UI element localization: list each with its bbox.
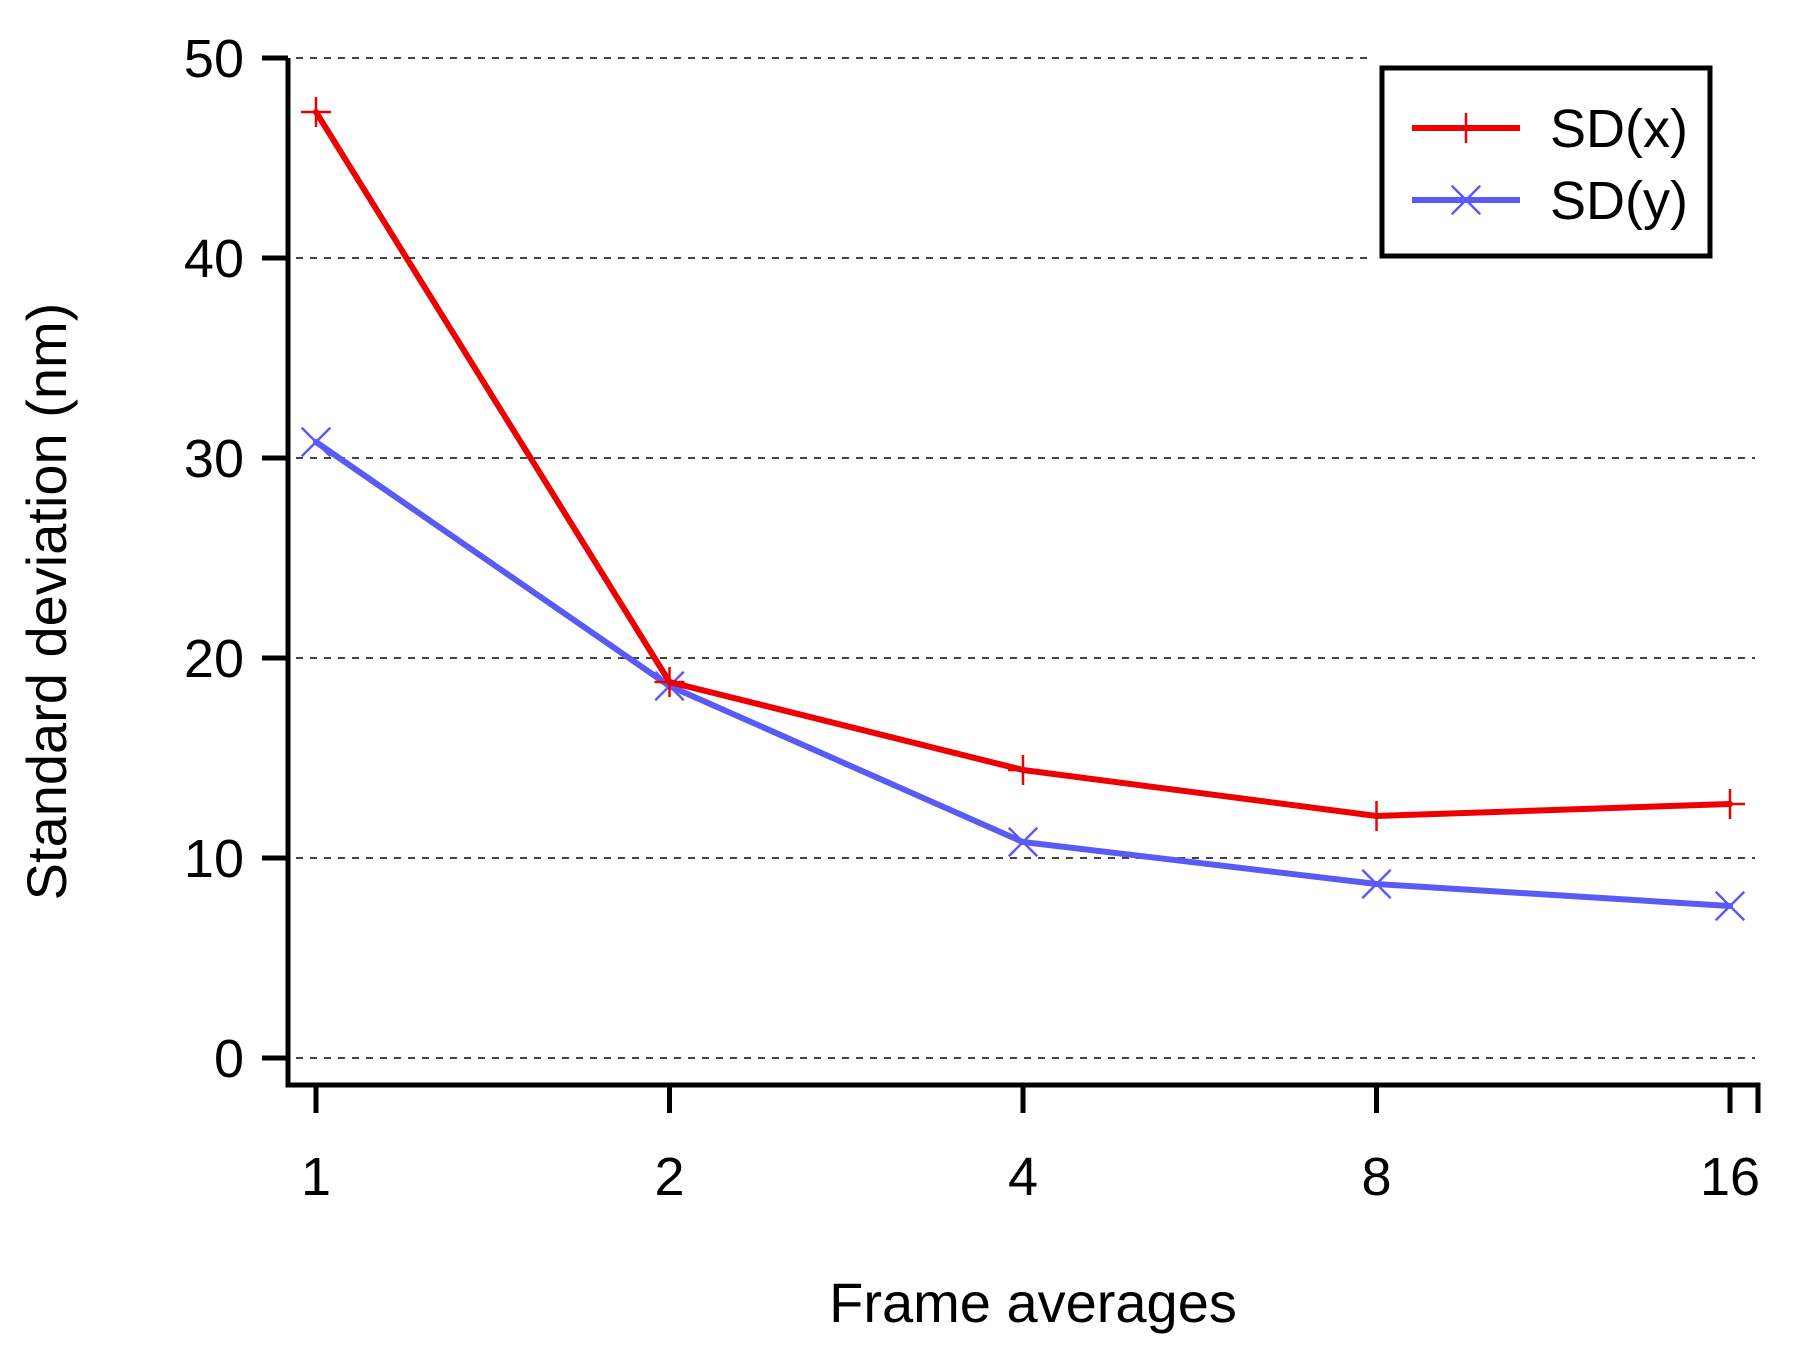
data-point	[1715, 789, 1745, 819]
legend-marker	[1451, 113, 1481, 143]
data-point	[1007, 826, 1039, 858]
y-tick-label: 0	[214, 1029, 244, 1089]
y-tick-label: 10	[184, 829, 244, 889]
data-point	[1361, 868, 1392, 900]
legend-label: SD(x)	[1550, 99, 1688, 159]
data-point	[301, 97, 331, 127]
x-axis-title: Frame averages	[829, 1271, 1237, 1334]
x-tick-label: 16	[1700, 1147, 1760, 1207]
legend-box	[1379, 65, 1713, 259]
y-tick-label: 40	[184, 229, 244, 289]
data-point	[1714, 890, 1746, 922]
y-tick-label: 50	[184, 29, 244, 89]
legend-entry: SD(y)	[1412, 171, 1688, 231]
legend-label: SD(y)	[1550, 171, 1688, 231]
y-ticks: 0 10 20 30 40 50	[184, 29, 288, 1089]
data-point	[1361, 801, 1392, 831]
x-tick-label: 1	[301, 1147, 331, 1207]
legend-marker	[1450, 184, 1482, 216]
series	[300, 97, 1746, 922]
series-SD(x)	[301, 97, 1745, 831]
data-point	[1008, 755, 1038, 785]
y-tick-label: 30	[184, 429, 244, 489]
y-axis-title: Standard deviation (nm)	[15, 303, 78, 901]
data-point	[300, 426, 332, 458]
y-tick-label: 20	[184, 629, 244, 689]
x-tick-label: 4	[1008, 1147, 1038, 1207]
grid-lines	[296, 57, 1755, 1059]
x-tick-label: 2	[654, 1147, 684, 1207]
series-line	[313, 439, 1733, 909]
data-point	[654, 667, 685, 697]
legend: SD(x) SD(y)	[1379, 65, 1713, 259]
legend-entry: SD(x)	[1412, 99, 1688, 159]
series-SD(y)	[300, 426, 1746, 922]
x-ticks: 1 2 4 8 16	[301, 1085, 1760, 1207]
x-tick-label: 8	[1361, 1147, 1391, 1207]
